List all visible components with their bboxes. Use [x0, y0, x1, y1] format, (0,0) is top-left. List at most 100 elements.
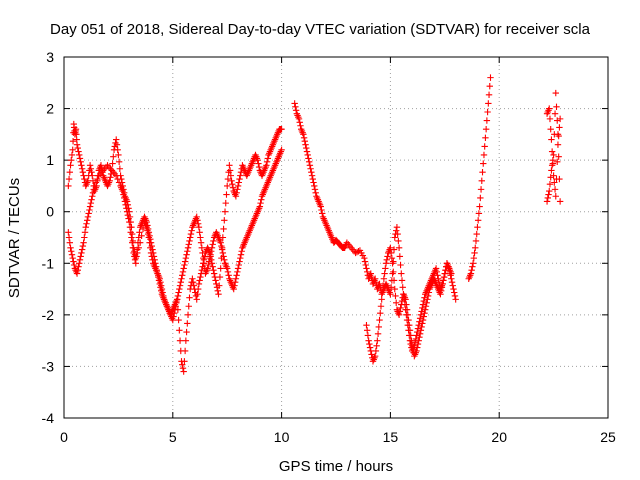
data-point: [451, 292, 459, 300]
data-point: [173, 299, 180, 307]
data-point: [231, 278, 239, 286]
data-point: [88, 196, 95, 203]
data-point: [393, 299, 400, 307]
data-point: [194, 217, 201, 224]
chart-title: Day 051 of 2018, Sidereal Day-to-day VTE…: [50, 21, 591, 38]
data-point: [65, 182, 72, 190]
data-point: [176, 285, 183, 293]
data-point: [210, 266, 217, 274]
data-point: [264, 155, 272, 162]
data-point: [371, 352, 379, 360]
data-point: [432, 265, 440, 272]
data-point: [122, 201, 129, 209]
data-point: [304, 151, 311, 159]
data-point: [193, 296, 200, 303]
data-point: [419, 320, 426, 327]
data-point: [130, 249, 137, 257]
data-point: [228, 177, 235, 184]
data-point: [238, 248, 245, 255]
y-tick-label: 1: [46, 152, 54, 168]
data-point: [472, 237, 480, 245]
data-point: [75, 148, 82, 155]
data-point: [145, 229, 153, 236]
data-point: [78, 165, 86, 172]
data-point: [156, 275, 163, 282]
data-point: [217, 265, 224, 272]
data-point: [124, 211, 132, 219]
data-point: [158, 285, 166, 293]
data-point: [406, 321, 413, 329]
data-point: [308, 168, 315, 176]
data-point: [422, 303, 430, 310]
data-point: [382, 260, 390, 267]
data-point: [236, 175, 243, 183]
data-point: [310, 179, 317, 186]
data-point: [185, 303, 192, 310]
data-point: [176, 327, 183, 334]
data-point: [76, 155, 84, 162]
y-tick-label: 2: [46, 101, 54, 117]
data-point: [546, 105, 553, 112]
data-point: [292, 103, 299, 111]
data-point: [422, 306, 429, 313]
data-point: [311, 182, 318, 190]
y-axis-title: SDTVAR / TECUs: [6, 178, 23, 298]
data-point: [387, 291, 394, 298]
data-point: [182, 254, 190, 262]
data-point: [147, 239, 155, 246]
data-point: [393, 227, 400, 234]
data-point: [306, 162, 314, 169]
data-point: [555, 153, 562, 160]
data-point: [86, 203, 94, 210]
data-point: [221, 208, 229, 215]
data-point: [74, 144, 81, 152]
data-point: [471, 249, 478, 257]
data-point: [365, 337, 372, 344]
data-point: [233, 272, 240, 279]
data-point: [416, 330, 424, 337]
data-point: [414, 344, 421, 351]
data-point: [150, 253, 158, 260]
data-point: [219, 249, 227, 257]
data-point: [479, 168, 486, 176]
data-point: [467, 270, 475, 277]
data-point: [225, 272, 232, 279]
data-point: [233, 189, 240, 197]
data-point: [424, 296, 431, 303]
data-point: [551, 179, 558, 186]
data-point: [545, 191, 552, 198]
data-point: [150, 249, 157, 257]
data-point: [397, 261, 404, 269]
data-point: [180, 368, 187, 375]
data-point: [469, 260, 477, 267]
data-point: [383, 256, 390, 264]
data-point: [179, 268, 187, 276]
data-point: [89, 193, 96, 200]
data-point: [477, 186, 485, 193]
data-point: [83, 220, 90, 227]
data-point: [84, 217, 91, 224]
data-point: [255, 163, 263, 171]
data-point: [133, 253, 140, 260]
data-point: [307, 165, 314, 172]
data-point: [402, 296, 409, 303]
data-point: [363, 268, 371, 276]
data-point: [552, 89, 559, 97]
data-point: [113, 141, 121, 148]
data-point: [152, 260, 159, 267]
x-tick-label: 5: [169, 429, 177, 445]
data-point: [399, 284, 406, 291]
data-point: [380, 275, 388, 282]
data-point: [301, 138, 309, 145]
data-point: [187, 234, 194, 241]
data-point: [175, 289, 182, 296]
data-point: [176, 337, 184, 344]
data-point: [368, 273, 375, 281]
data-point: [208, 244, 216, 252]
data-point: [374, 337, 381, 344]
data-point: [420, 313, 427, 320]
data-point: [487, 74, 494, 81]
data-point: [234, 268, 241, 276]
data-point: [90, 186, 97, 193]
